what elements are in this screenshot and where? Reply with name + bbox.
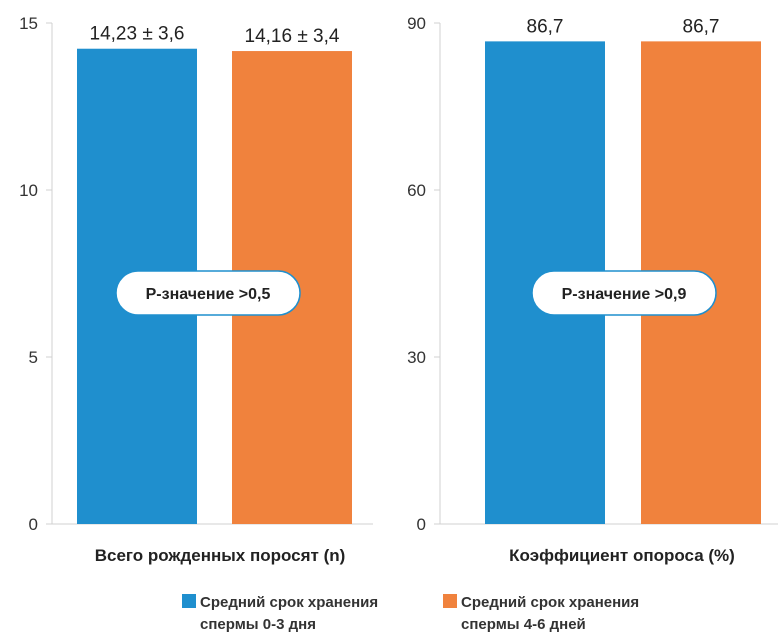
x-axis-title: Всего рожденных поросят (n) [95,546,346,565]
p-value-label: P-значение >0,9 [562,286,687,303]
data-label: 14,23 ± 3,6 [90,24,185,45]
legend-label-4-6-days: Средний срок хранения спермы 4-6 дней [461,594,640,633]
y-tick-label: 10 [19,181,38,200]
y-tick-label: 5 [29,348,38,367]
data-label: 86,7 [683,16,720,37]
data-label: 14,16 ± 3,4 [245,26,340,47]
legend-swatch-blue [182,594,196,608]
legend-item-0-3-days: Средний срок хранения спермы 0-3 дня [182,592,378,636]
x-axis-title: Коэффициент опороса (%) [509,546,735,565]
p-value-label: P-значение >0,5 [146,286,271,303]
data-label: 86,7 [527,16,564,37]
y-tick-label: 0 [29,515,38,534]
p-value-badge [115,270,301,316]
legend-label-0-3-days: Средний срок хранения спермы 0-3 дня [200,594,379,633]
y-tick-label: 15 [19,14,38,33]
legend-swatch-orange [443,594,457,608]
y-tick-label: 90 [407,14,426,33]
y-tick-label: 30 [407,348,426,367]
y-tick-label: 60 [407,181,426,200]
legend-item-4-6-days: Средний срок хранения спермы 4-6 дней [443,592,639,636]
p-value-badge [531,270,717,316]
y-tick-label: 0 [417,515,426,534]
